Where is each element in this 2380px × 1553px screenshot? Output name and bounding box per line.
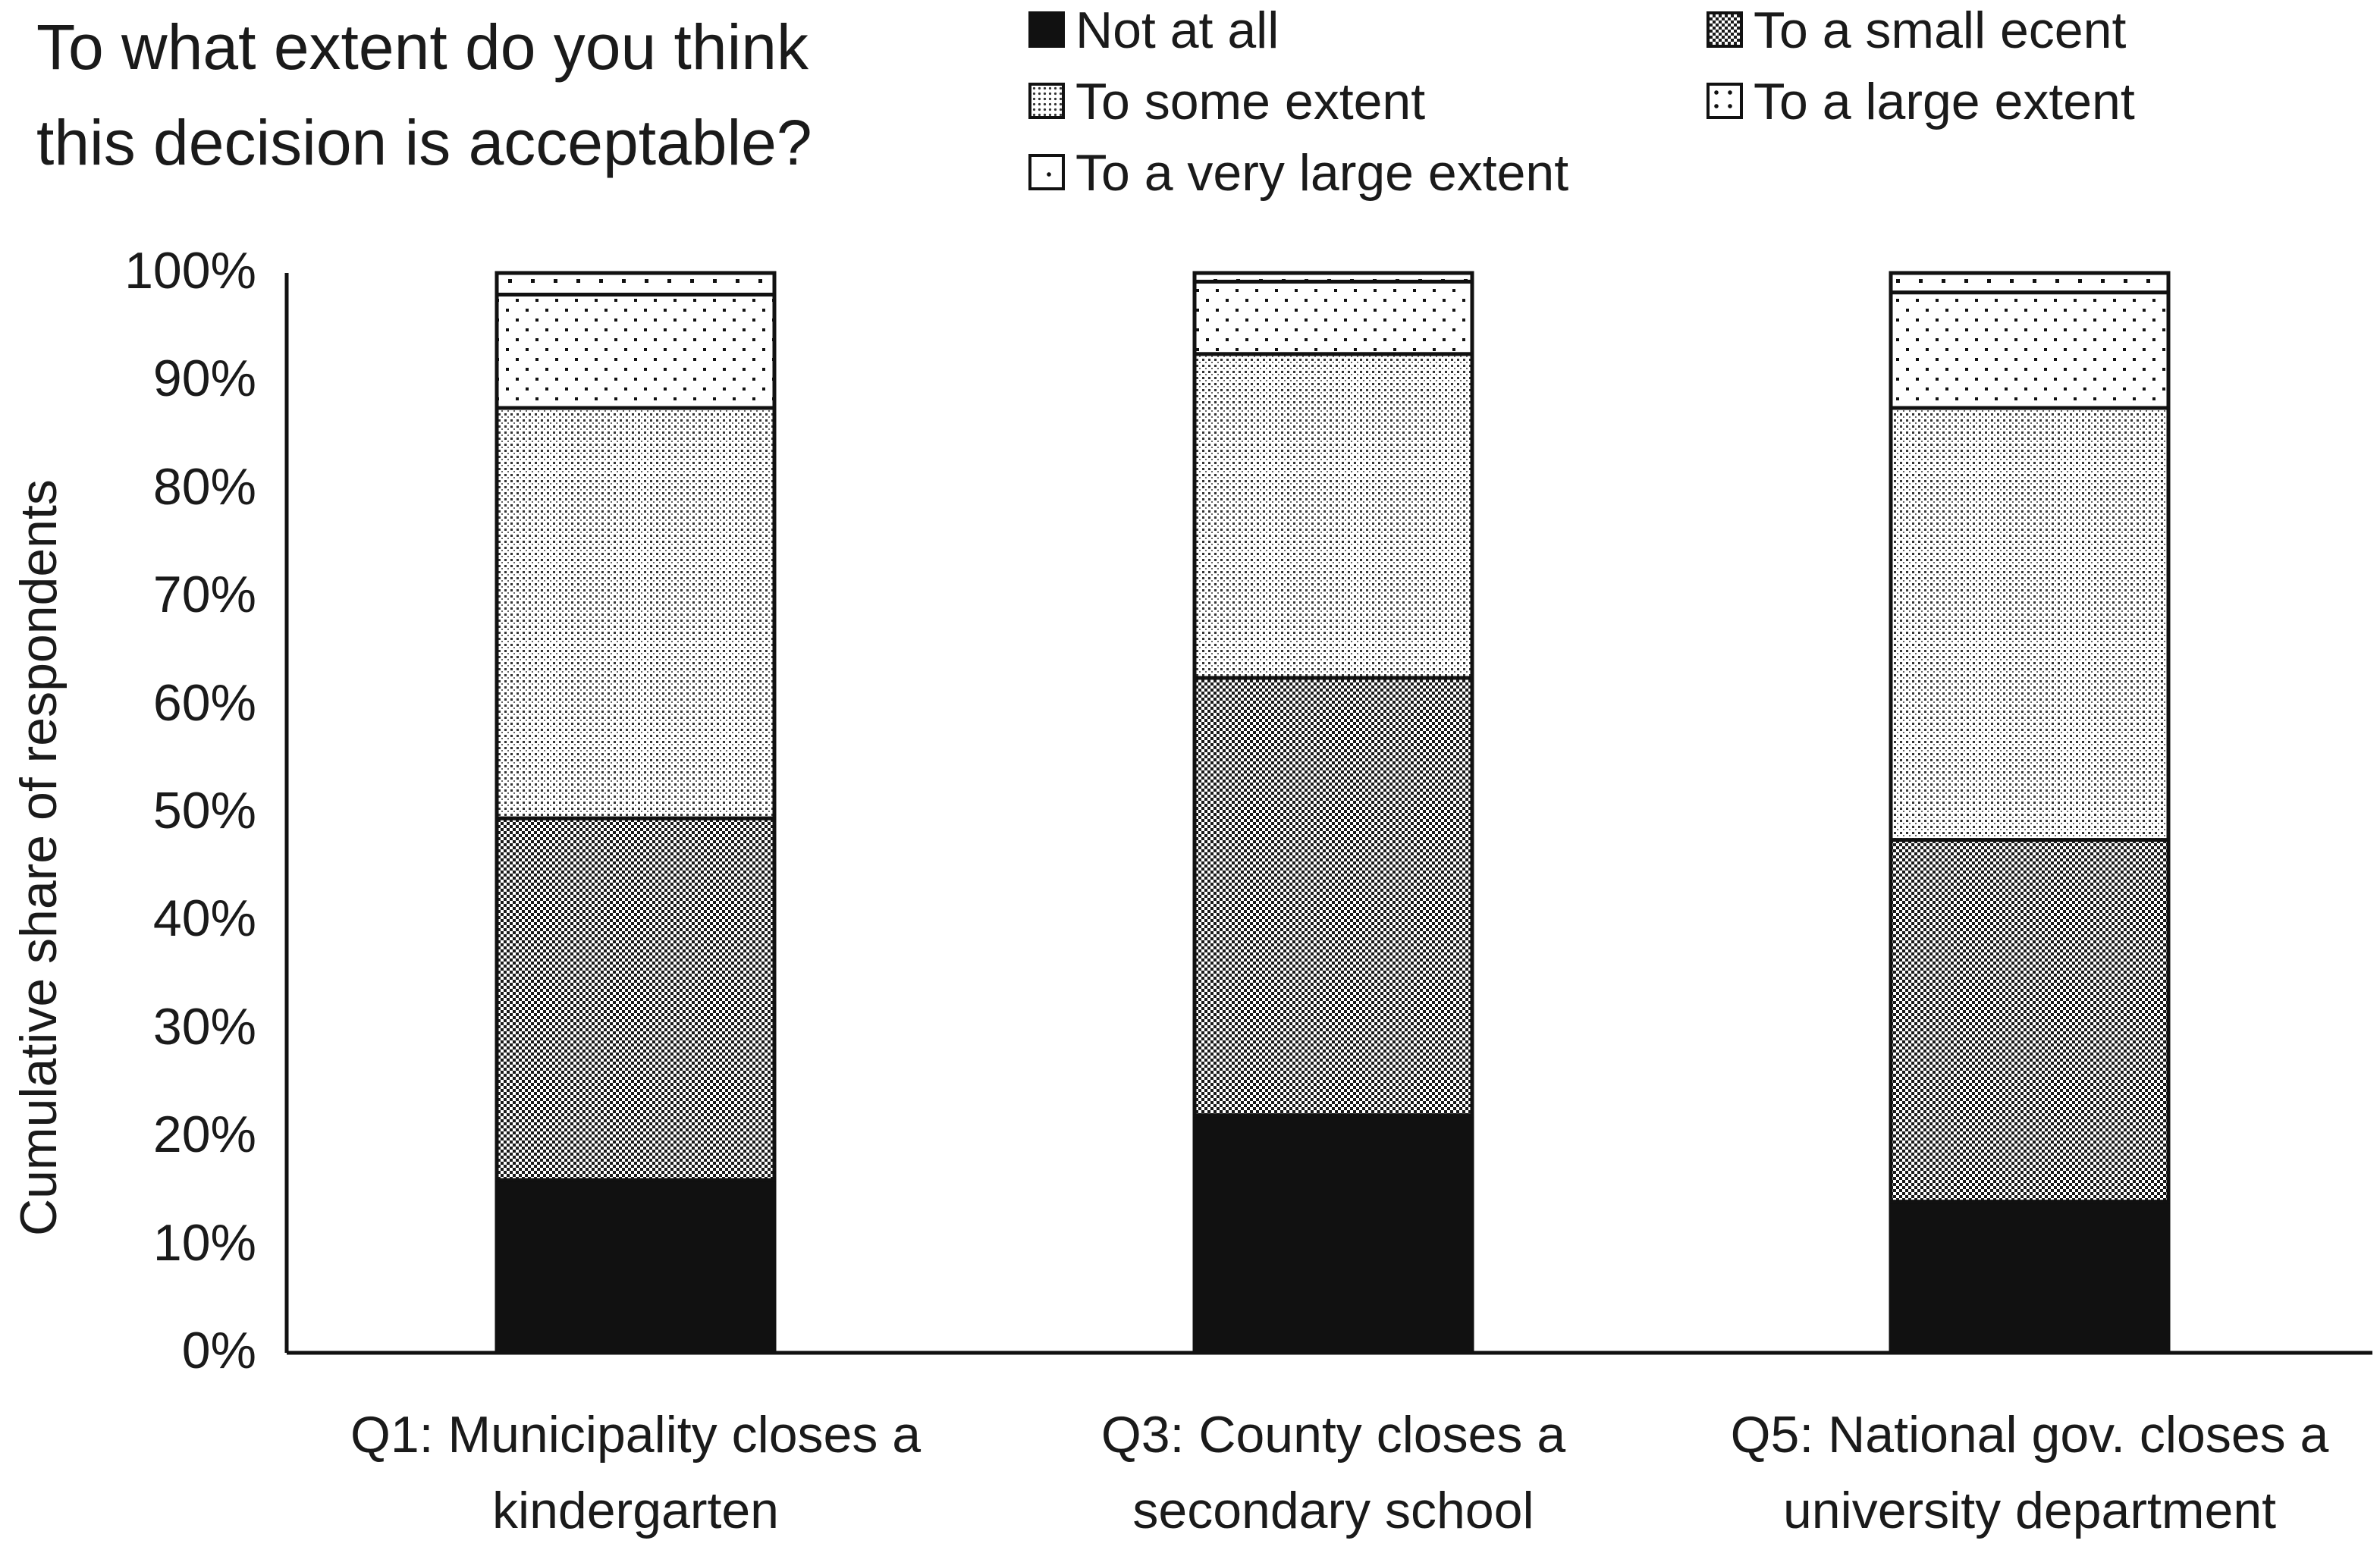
bar-segment-to-a-very-large-extent-q3 xyxy=(1889,271,2171,295)
y-tick-label: 50% xyxy=(152,782,256,839)
y-tick-label: 90% xyxy=(152,350,256,408)
y-tick-label: 80% xyxy=(152,457,256,516)
y-tick-label: 10% xyxy=(152,1213,256,1272)
bar-segment-to-a-large-extent-q1 xyxy=(495,292,777,410)
legend-item-to-some-extent: To some extent xyxy=(1028,71,1425,132)
y-tick-label: 60% xyxy=(152,673,256,732)
legend-item-to-a-large-extent: To a large extent xyxy=(1707,71,2135,132)
y-tick-label: 70% xyxy=(152,566,256,624)
bar-segment-to-some-extent-q1 xyxy=(495,406,777,820)
y-tick-label: 40% xyxy=(152,889,256,948)
legend-item-to-a-very-large-extent: To a very large extent xyxy=(1028,143,1568,203)
bar-segment-to-a-small-ecent-q2 xyxy=(1192,676,1474,1118)
legend-swatch xyxy=(1707,11,1743,49)
bar-segment-not-at-all-q1 xyxy=(495,1178,777,1355)
bar-segment-to-a-small-ecent-q1 xyxy=(495,816,777,1182)
legend-swatch xyxy=(1028,11,1065,49)
x-category-label: university department xyxy=(1782,1482,2277,1539)
bar-segment-to-a-very-large-extent-q1 xyxy=(495,271,777,296)
bar-segment-not-at-all-q2 xyxy=(1192,1113,1474,1355)
bar-segment-not-at-all-q3 xyxy=(1889,1200,2171,1355)
legend-label: To a large extent xyxy=(1754,73,2135,130)
bar-segment-to-a-large-extent-q2 xyxy=(1192,279,1474,356)
legend-label: Not at all xyxy=(1075,2,1279,59)
chart-title-line-2: this decision is acceptable? xyxy=(36,107,812,178)
bar-segment-to-some-extent-q2 xyxy=(1192,352,1474,680)
legend-label: To some extent xyxy=(1075,73,1426,130)
bar-segment-to-some-extent-q3 xyxy=(1889,406,2171,842)
y-tick-label: 0% xyxy=(181,1322,256,1379)
x-category-label: Q3: County closes a xyxy=(1101,1406,1566,1464)
legend-label: To a small ecent xyxy=(1754,2,2127,59)
x-category-label: kindergarten xyxy=(491,1482,780,1539)
legend-swatch xyxy=(1028,83,1065,120)
x-category-label: Q5: National gov. closes a xyxy=(1730,1406,2329,1464)
y-tick-label: 30% xyxy=(152,997,256,1056)
x-category-label: Q1: Municipality closes a xyxy=(350,1406,922,1464)
legend-item-not-at-all: Not at all xyxy=(1028,0,1279,61)
legend-label: To a very large extent xyxy=(1075,144,1569,202)
y-tick-label: 100% xyxy=(124,242,256,300)
bar-segment-to-a-very-large-extent-q2 xyxy=(1192,271,1474,284)
x-category-label: secondary school xyxy=(1132,1482,1534,1539)
chart-title-line-1: To what extent do you think xyxy=(36,11,809,83)
legend-item-to-a-small-ecent: To a small ecent xyxy=(1707,0,2126,61)
legend-swatch xyxy=(1707,83,1743,120)
y-tick-label: 20% xyxy=(152,1106,256,1164)
bar-segment-to-a-small-ecent-q3 xyxy=(1889,838,2171,1204)
legend-swatch xyxy=(1028,154,1065,191)
bar-segment-to-a-large-extent-q3 xyxy=(1889,290,2171,410)
